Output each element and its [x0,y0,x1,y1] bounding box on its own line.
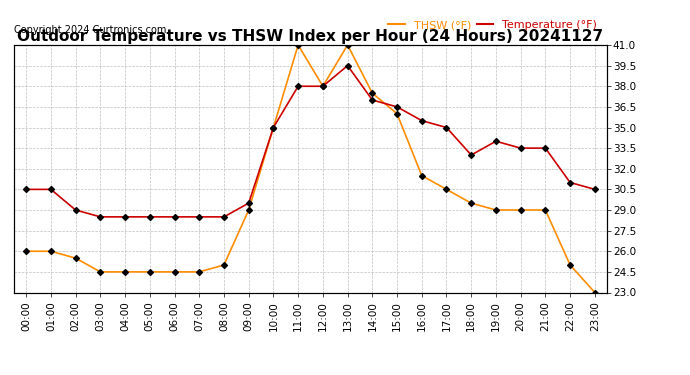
Legend: THSW (°F), Temperature (°F): THSW (°F), Temperature (°F) [384,16,602,35]
Text: Copyright 2024 Curtronics.com: Copyright 2024 Curtronics.com [14,25,166,35]
Title: Outdoor Temperature vs THSW Index per Hour (24 Hours) 20241127: Outdoor Temperature vs THSW Index per Ho… [17,29,604,44]
